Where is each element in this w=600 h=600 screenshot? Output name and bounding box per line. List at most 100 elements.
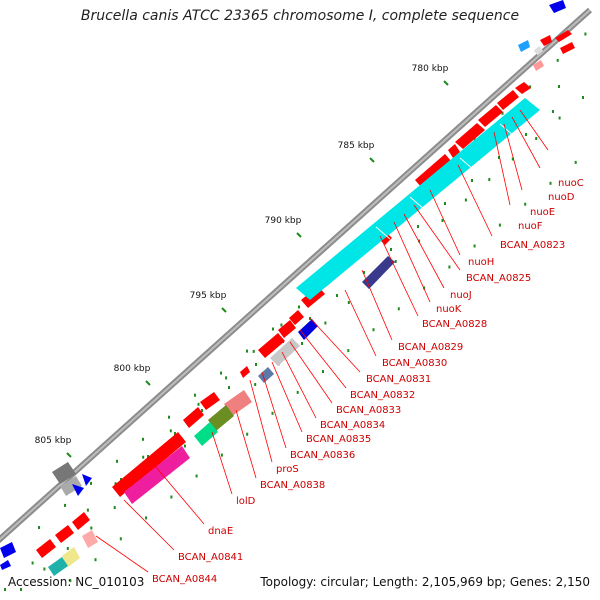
gc-dot	[464, 198, 467, 202]
gene-label-text: nuoE	[530, 207, 555, 218]
gc-dot	[90, 526, 93, 530]
gene-label-text: BCAN_A0844	[152, 574, 217, 585]
gc-dot	[183, 444, 186, 448]
gene-label: dnaE	[149, 459, 233, 537]
cds-forward	[289, 310, 304, 325]
gene-label-text: BCAN_A0825	[466, 273, 531, 284]
gc-dot	[336, 294, 338, 297]
gene-labels: nuoC nuoD nuoE nuoF BCAN_A0823 nuoH BCAN_A0825…	[95, 109, 584, 585]
gene-label: BCAN_A0832	[299, 329, 415, 401]
leader-line	[211, 431, 233, 495]
gc-dot	[228, 386, 230, 389]
gc-dot	[322, 370, 324, 373]
gene-label: BCAN_A0844	[95, 535, 217, 585]
leader-line	[457, 164, 493, 237]
gc-dot	[556, 58, 559, 62]
gene-label-text: nuoC	[558, 178, 584, 189]
cds-forward	[72, 512, 90, 530]
gene-label: nuoE	[503, 123, 555, 218]
gc-dot	[145, 516, 148, 520]
scale-tick-label: 785 kbp	[338, 141, 375, 151]
gc-dot	[488, 178, 491, 181]
gc-dot	[473, 244, 476, 248]
gc-dot	[549, 181, 552, 185]
gene-label: BCAN_A0834	[281, 351, 385, 431]
gene-label: nuoF	[493, 131, 543, 232]
leader-line	[379, 235, 419, 317]
gc-dot	[197, 402, 200, 406]
leader-line	[235, 409, 257, 479]
gc-dot	[116, 459, 118, 463]
scale-tick: 780 kbp	[412, 64, 449, 86]
gc-dot	[417, 225, 419, 228]
misc-features-left	[0, 462, 92, 570]
cds-forward	[278, 320, 296, 338]
gene-label: BCAN_A0833	[289, 341, 401, 416]
gc-dot	[225, 376, 228, 380]
cds-forward	[555, 30, 572, 42]
gc-dot	[394, 260, 397, 263]
gc-dot	[94, 558, 97, 562]
gc-dot	[390, 248, 392, 251]
gc-dot	[552, 110, 554, 113]
gene-label-text: BCAN_A0823	[500, 240, 565, 251]
gene-label-text: lolD	[236, 496, 256, 507]
gc-dot	[471, 179, 473, 182]
gc-dot	[524, 202, 527, 206]
gc-dot	[20, 588, 22, 591]
leader-line	[344, 289, 377, 357]
gc-dot	[529, 85, 532, 89]
gene-label-text: BCAN_A0830	[382, 358, 447, 369]
gene-label: nuoK	[393, 221, 462, 315]
gc-dot	[194, 393, 196, 397]
misc-features-top	[518, 0, 575, 71]
gc-dot	[347, 301, 350, 304]
gene-label: proS	[249, 379, 299, 475]
gc-dot	[582, 96, 584, 99]
scale-tick: 800 kbp	[114, 364, 151, 386]
summary-text: Topology: circular; Length: 2,105,969 bp…	[260, 575, 590, 589]
leader-line	[503, 123, 523, 191]
gc-dot	[558, 116, 561, 120]
gc-dot	[113, 506, 116, 509]
gc-dot	[498, 223, 501, 227]
gene-label: BCAN_A0841	[123, 499, 243, 563]
gc-dot	[174, 432, 176, 435]
cds-forward	[240, 366, 250, 378]
gc-dot	[535, 137, 538, 140]
gc-dot	[525, 133, 527, 136]
gene-label: nuoJ	[403, 213, 472, 301]
scale-tick-label: 790 kbp	[265, 216, 302, 226]
gc-dot	[114, 482, 117, 486]
gene-label-text: BCAN_A0836	[290, 450, 355, 461]
gc-dot	[511, 157, 514, 161]
leader-line	[403, 213, 445, 289]
gene-label-text: BCAN_A0829	[398, 342, 463, 353]
gene-label-text: BCAN_A0841	[178, 552, 243, 563]
scale-tick: 805 kbp	[35, 436, 72, 458]
cds-forward	[455, 123, 485, 149]
gene-label-text: BCAN_A0832	[350, 390, 415, 401]
gc-dot	[31, 561, 34, 565]
gene-label: BCAN_A0830	[344, 289, 447, 369]
gc-dot	[252, 349, 255, 353]
scale-tick-label: 780 kbp	[412, 64, 449, 74]
gc-dot	[441, 219, 444, 222]
leader-line	[299, 329, 347, 389]
gene-label-text: dnaE	[208, 526, 233, 537]
leader-line	[393, 221, 431, 303]
gene-label: BCAN_A0836	[261, 371, 355, 461]
gene-label-text: nuoF	[518, 221, 543, 232]
scale-tick: 785 kbp	[338, 141, 375, 163]
gene-label-text: BCAN_A0833	[336, 405, 401, 416]
scale-tick-label: 795 kbp	[190, 291, 227, 301]
gc-dot	[584, 32, 587, 36]
gene-label: BCAN_A0829	[361, 269, 463, 353]
gene-label: BCAN_A0828	[379, 235, 487, 330]
gc-dot	[142, 437, 144, 441]
cds-forward	[36, 539, 56, 558]
accession-text: Accession: NC_010103	[8, 575, 145, 589]
gene-label-text: nuoH	[468, 257, 494, 268]
